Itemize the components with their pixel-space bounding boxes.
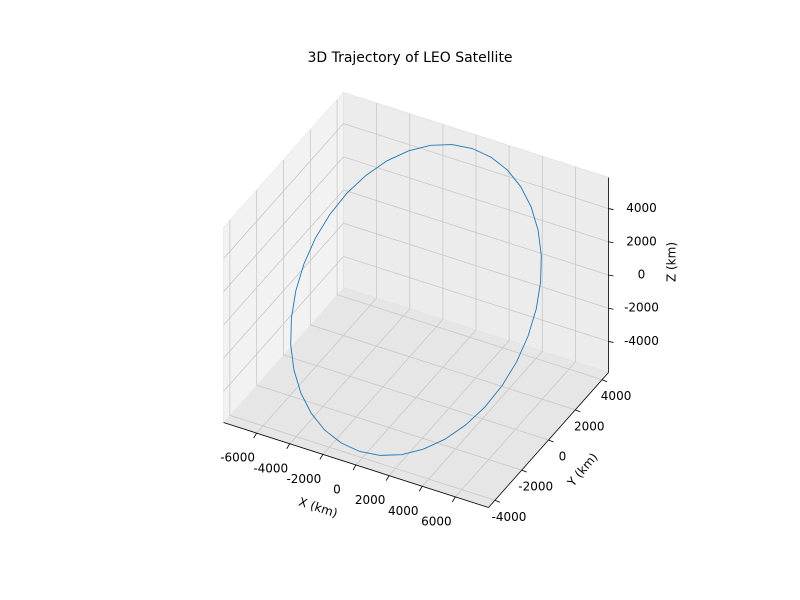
x-tick bbox=[385, 475, 390, 481]
x-grid-line bbox=[422, 156, 543, 487]
x-grid-line bbox=[455, 166, 576, 498]
plot bbox=[290, 144, 542, 456]
z-tick-label: 0 bbox=[638, 268, 646, 282]
z-tick bbox=[608, 307, 614, 310]
x-tick-label: 2000 bbox=[355, 493, 386, 507]
y-tick-label: -2000 bbox=[518, 480, 553, 494]
x-tick-label: -6000 bbox=[220, 451, 255, 465]
x-tick-label: 6000 bbox=[421, 514, 452, 528]
y-tick-label: 4000 bbox=[601, 389, 632, 403]
z-grid-line bbox=[223, 123, 609, 259]
grid bbox=[223, 99, 609, 501]
z-grid-line bbox=[223, 222, 609, 359]
chart-title: 3D Trajectory of LEO Satellite bbox=[307, 50, 512, 66]
x-axis-label: X (km) bbox=[297, 495, 339, 521]
x-grid-line bbox=[289, 113, 411, 445]
y-grid-line bbox=[336, 99, 603, 381]
trajectory bbox=[290, 144, 542, 456]
y-grid-line bbox=[283, 160, 549, 441]
x-grid-line bbox=[355, 135, 477, 466]
x-tick bbox=[319, 454, 324, 460]
y-grid-line bbox=[229, 220, 496, 501]
y-tick-label: 0 bbox=[559, 450, 567, 464]
y-tick bbox=[548, 439, 554, 443]
z-grid-line bbox=[223, 156, 609, 293]
x-tick bbox=[418, 486, 423, 492]
z-grid-line bbox=[223, 189, 609, 326]
z-tick bbox=[608, 274, 614, 277]
z-tick bbox=[608, 208, 614, 210]
y-axis-label: Y (km) bbox=[564, 450, 601, 490]
x-tick bbox=[253, 432, 257, 439]
x-tick bbox=[452, 496, 456, 503]
z-tick bbox=[608, 341, 614, 343]
x-grid-line bbox=[322, 124, 444, 455]
y-tick-label: 2000 bbox=[574, 419, 605, 433]
y-tick bbox=[494, 499, 501, 503]
y-tick bbox=[575, 409, 581, 413]
y-tick bbox=[601, 379, 608, 383]
y-tick-label: -4000 bbox=[491, 510, 526, 524]
x-tick bbox=[286, 443, 291, 449]
z-tick-label: 4000 bbox=[626, 201, 657, 215]
x-grid-line bbox=[388, 145, 510, 476]
z-grid-line bbox=[223, 255, 609, 392]
y-tick bbox=[521, 469, 527, 473]
z-tick-label: -2000 bbox=[624, 301, 659, 315]
z-tick-label: 2000 bbox=[626, 234, 657, 248]
x-tick-label: 0 bbox=[333, 483, 341, 497]
y-grid-line bbox=[256, 190, 522, 471]
x-tick bbox=[352, 464, 357, 471]
y-grid-line bbox=[309, 129, 576, 411]
x-tick-label: -2000 bbox=[286, 472, 321, 486]
x-tick-label: -4000 bbox=[253, 461, 288, 475]
z-tick bbox=[608, 241, 614, 244]
z-tick-label: -4000 bbox=[624, 334, 659, 348]
x-tick-label: 4000 bbox=[388, 504, 419, 518]
z-axis-label: Z (km) bbox=[665, 242, 679, 282]
